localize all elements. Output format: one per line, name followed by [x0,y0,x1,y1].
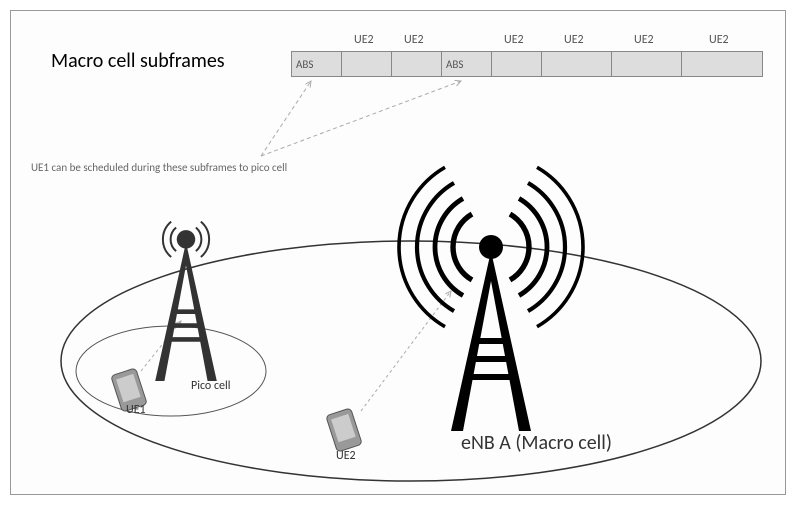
diagram-svg [11,11,785,494]
pico-tower-label: Pico cell [191,379,231,393]
subframe-col-label: UE2 [354,33,374,47]
subframe-cell [682,52,762,76]
subframe-cell [492,52,542,76]
ue1-to-pico-arrow [141,321,181,371]
ue1-label: UE1 [126,403,146,417]
subframe-col-label: UE2 [709,33,729,47]
subframe-col-label: UE2 [504,33,524,47]
subframe-cell [612,52,682,76]
subframe-cell [392,52,442,76]
subframe-col-label: UE2 [404,33,424,47]
subframe-row: ABS ABS [291,51,763,77]
subframes-title: Macro cell subframes [51,49,225,73]
ue2-label: UE2 [336,449,356,463]
subframe-cell: ABS [442,52,492,76]
macro-tower-label: eNB A (Macro cell) [461,431,612,455]
subframe-col-label: UE2 [564,33,584,47]
subframe-cell [542,52,612,76]
macro-tower-icon [399,167,583,431]
ue2-to-macro-arrow [361,291,451,411]
subframe-cell [342,52,392,76]
macro-cell-ellipse [61,241,761,481]
note-text: UE1 can be scheduled during these subfra… [31,161,287,174]
diagram-canvas: Macro cell subframes UE2UE2UE2UE2UE2UE2 … [10,10,786,495]
subframe-col-label: UE2 [634,33,654,47]
ue2-phone-icon [326,408,362,452]
note-arrows [261,81,461,156]
pico-tower-icon [155,222,217,381]
pico-cell-ellipse [76,326,266,416]
subframe-cell: ABS [292,52,342,76]
